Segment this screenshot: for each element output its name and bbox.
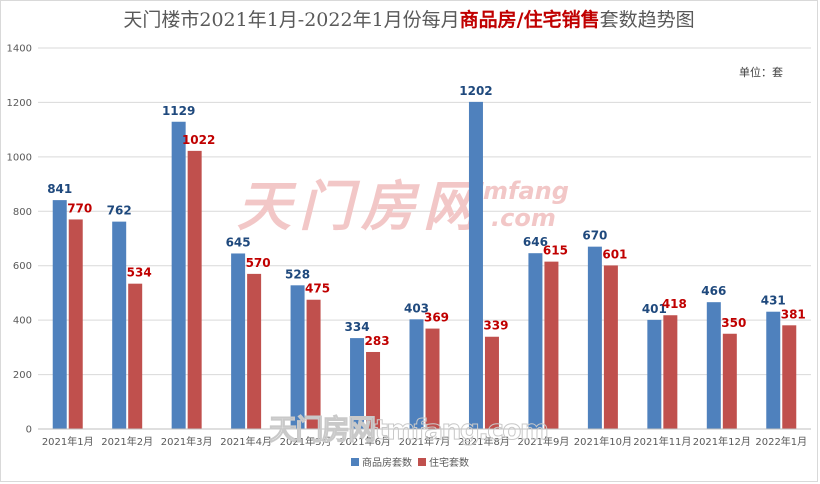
bar-series2 — [187, 150, 202, 429]
bar-series2 — [128, 283, 143, 429]
data-label-series2: 601 — [602, 247, 627, 261]
bar-series1 — [290, 285, 305, 429]
y-tick-label: 1400 — [7, 44, 32, 55]
y-tick-label: 1000 — [7, 152, 32, 163]
data-label-series1: 670 — [582, 229, 607, 243]
bar-series2 — [484, 336, 499, 429]
data-label-series1: 1129 — [162, 104, 195, 118]
title-highlight: 商品房/住宅销售 — [459, 9, 600, 31]
data-label-series1: 762 — [107, 204, 132, 218]
x-tick-label: 2021年12月 — [693, 435, 751, 448]
bar-series1 — [647, 319, 662, 429]
data-label-series2: 350 — [721, 316, 746, 330]
bar-series1 — [468, 101, 483, 430]
legend-label-series1: 商品房套数 — [362, 456, 412, 469]
x-tick-label: 2021年5月 — [280, 435, 332, 448]
data-label-series1: 646 — [523, 235, 548, 249]
data-label-series2: 369 — [424, 311, 449, 325]
bar-series2 — [782, 325, 797, 429]
y-tick-label: 1200 — [7, 98, 32, 109]
y-tick-label: 800 — [13, 207, 32, 218]
legend-label-series2: 住宅套数 — [429, 456, 469, 469]
x-tick-label: 2021年8月 — [458, 435, 510, 448]
data-label-series2: 339 — [483, 319, 508, 333]
bar-series2 — [306, 299, 321, 429]
bar-series1 — [350, 338, 365, 429]
y-tick-label: 400 — [13, 316, 32, 327]
bar-series1 — [112, 221, 127, 429]
bar-series1 — [52, 200, 67, 429]
bar-series1 — [528, 253, 543, 429]
y-tick-label: 600 — [13, 261, 32, 272]
data-label-series2: 615 — [543, 244, 568, 258]
data-label-series2: 283 — [365, 334, 390, 348]
bar-series2 — [603, 265, 618, 429]
x-tick-label: 2021年11月 — [633, 435, 691, 448]
x-tick-label: 2021年10月 — [574, 435, 632, 448]
watermark-logo-sub: mfang — [483, 177, 569, 205]
watermark-logo-text: 天门房网 — [237, 175, 485, 238]
x-tick-label: 2021年1月 — [42, 435, 94, 448]
data-label-series2: 570 — [246, 256, 271, 270]
data-label-series1: 841 — [47, 182, 72, 196]
bar-series1 — [171, 121, 186, 429]
data-label-series2: 475 — [305, 282, 330, 296]
data-label-series1: 334 — [345, 320, 370, 334]
x-tick-label: 2021年6月 — [339, 435, 391, 448]
bar-series1 — [706, 302, 721, 429]
data-label-series1: 645 — [226, 235, 251, 249]
watermark-bottom-text: 天门房网tmfang.com — [269, 413, 549, 446]
data-label-series1: 466 — [701, 284, 726, 298]
bar-series2 — [722, 333, 737, 429]
x-tick-label: 2021年2月 — [101, 435, 153, 448]
x-tick-label: 2022年1月 — [755, 435, 807, 448]
legend-swatch-series2 — [418, 458, 426, 466]
bar-series2 — [663, 315, 678, 429]
data-label-series2: 534 — [127, 266, 152, 280]
bar-series1 — [587, 246, 602, 429]
title-suffix: 套数趋势图 — [599, 9, 695, 31]
data-label-series1: 403 — [404, 301, 429, 315]
bar-series1 — [409, 319, 424, 429]
data-label-series2: 381 — [781, 307, 806, 321]
bar-series2 — [425, 328, 440, 429]
unit-label: 单位：套 — [739, 66, 783, 79]
data-label-series2: 418 — [662, 297, 687, 311]
x-tick-label: 2021年9月 — [518, 435, 570, 448]
data-label-series1: 401 — [642, 302, 667, 316]
title-prefix: 天门楼市2021年1月-2022年1月份每月 — [123, 9, 460, 31]
x-tick-label: 2021年7月 — [399, 435, 451, 448]
chart-title: 天门楼市2021年1月-2022年1月份每月商品房/住宅销售套数趋势图 — [1, 8, 817, 32]
data-label-series2: 1022 — [182, 133, 215, 147]
data-label-series1: 431 — [761, 294, 786, 308]
bar-series1 — [231, 253, 246, 429]
bar-series2 — [68, 219, 83, 429]
bar-series2 — [247, 273, 262, 429]
x-tick-label: 2021年3月 — [161, 435, 213, 448]
x-tick-label: 2021年4月 — [220, 435, 272, 448]
bar-series2 — [366, 351, 381, 429]
legend-swatch-series1 — [351, 458, 359, 466]
data-label-series1: 1202 — [459, 84, 492, 98]
y-tick-label: 0 — [26, 425, 32, 436]
watermark-logo-dotcom: .com — [491, 204, 556, 232]
data-label-series2: 770 — [67, 201, 92, 215]
bar-series2 — [544, 261, 559, 429]
data-label-series1: 528 — [285, 267, 310, 281]
y-tick-label: 200 — [13, 370, 32, 381]
bar-series1 — [766, 311, 781, 429]
